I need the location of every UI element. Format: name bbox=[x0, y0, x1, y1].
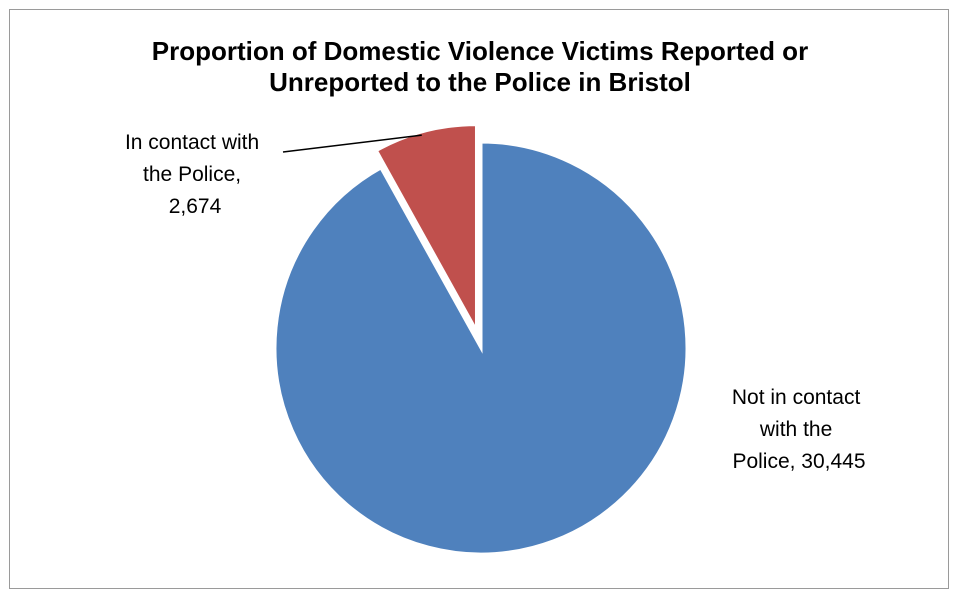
chart-title-line-2: Unreported to the Police in Bristol bbox=[269, 67, 691, 97]
pie-slice-not-in-contact bbox=[273, 140, 689, 556]
pie-slice-in-contact bbox=[374, 123, 478, 337]
label-not-in-contact-line-1: Not in contact bbox=[732, 386, 861, 409]
label-in-contact-line-2: the Police, bbox=[143, 163, 241, 186]
label-in-contact: In contact with the Police, 2,674 bbox=[125, 131, 265, 218]
label-in-contact-line-1: In contact with bbox=[125, 131, 259, 154]
label-not-in-contact: Not in contact with the Police, 30,445 bbox=[732, 386, 866, 473]
label-leader-line bbox=[282, 134, 422, 153]
label-not-in-contact-line-2: with the bbox=[759, 418, 832, 441]
label-not-in-contact-line-3: Police, 30,445 bbox=[732, 450, 865, 473]
chart-title-line-1: Proportion of Domestic Violence Victims … bbox=[151, 36, 809, 66]
label-in-contact-line-3: 2,674 bbox=[169, 195, 222, 218]
